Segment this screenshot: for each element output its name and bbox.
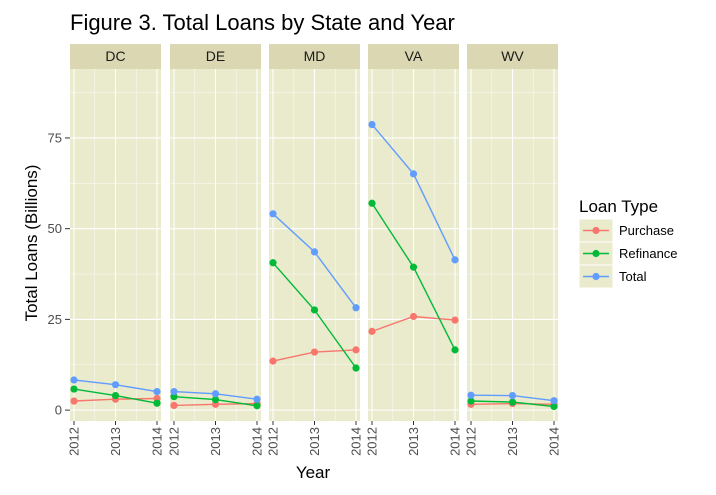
- data-point-total: [368, 120, 376, 129]
- y-tick-label: 75: [48, 130, 62, 145]
- x-tick-label: 2013: [108, 427, 123, 456]
- legend-item-total: Total: [578, 264, 647, 289]
- facet-strip-label: DE: [206, 48, 225, 64]
- data-point-total: [153, 388, 161, 396]
- data-point-total: [170, 388, 178, 396]
- data-point-total: [467, 391, 475, 399]
- legend-key-point: [592, 249, 600, 258]
- data-point-total: [550, 397, 558, 405]
- data-point-total: [111, 381, 120, 389]
- data-point-refinance: [170, 393, 178, 401]
- facet-strip: [467, 44, 558, 69]
- facet-strip-label: VA: [405, 48, 423, 64]
- data-point-purchase: [409, 312, 418, 321]
- x-tick-label: 2013: [505, 427, 520, 456]
- x-tick-label: 2013: [208, 427, 223, 456]
- data-point-refinance: [310, 306, 319, 314]
- data-point-purchase: [451, 316, 459, 324]
- x-tick-label: 2012: [67, 427, 82, 456]
- data-point-purchase: [70, 397, 78, 405]
- facet-panel-va: VA 2012 2013 2014: [365, 44, 463, 456]
- data-point-refinance: [508, 398, 517, 406]
- data-point-refinance: [253, 402, 261, 410]
- data-point-total: [269, 210, 277, 218]
- data-point-total: [451, 256, 459, 264]
- data-point-refinance: [368, 199, 376, 207]
- y-axis-title: Total Loans (Billions): [22, 165, 41, 322]
- x-tick-label: 2014: [150, 427, 165, 456]
- data-point-refinance: [211, 395, 220, 404]
- facet-strip-label: WV: [501, 48, 524, 64]
- facet-strip: [170, 44, 261, 69]
- facet-panel-wv: WV 2012 2013 2014: [464, 44, 562, 456]
- y-tick-label: 25: [48, 312, 62, 327]
- data-point-refinance: [352, 364, 360, 372]
- data-point-purchase: [310, 348, 319, 356]
- x-tick-label: 2014: [547, 427, 562, 456]
- facet-strip-label: MD: [304, 48, 326, 64]
- x-tick-label: 2014: [448, 427, 463, 456]
- y-tick-label: 0: [55, 403, 62, 418]
- facet-strip-label: DC: [105, 48, 125, 64]
- legend: Loan Type Purchase Refinance Total: [578, 197, 678, 289]
- data-point-refinance: [153, 399, 161, 407]
- x-axis-title: Year: [296, 463, 331, 482]
- data-point-total: [211, 390, 220, 398]
- data-point-purchase: [269, 357, 277, 365]
- data-point-refinance: [269, 259, 277, 267]
- x-tick-label: 2012: [266, 427, 281, 456]
- legend-label: Total: [619, 269, 647, 284]
- x-tick-label: 2014: [349, 427, 364, 456]
- data-point-purchase: [170, 401, 178, 409]
- facet-panel-md: MD 2012 2013 2014: [266, 44, 364, 456]
- x-tick-label: 2012: [365, 427, 380, 456]
- legend-key-point: [592, 272, 600, 281]
- chart-title: Figure 3. Total Loans by State and Year: [70, 10, 455, 35]
- data-point-refinance: [409, 263, 418, 271]
- legend-key-point: [592, 226, 600, 235]
- data-point-total: [310, 248, 319, 256]
- data-point-total: [70, 376, 78, 384]
- data-point-purchase: [352, 346, 360, 354]
- facet-strip: [269, 44, 360, 69]
- legend-title: Loan Type: [579, 197, 658, 216]
- x-tick-label: 2013: [406, 427, 421, 456]
- data-point-total: [508, 391, 517, 400]
- y-tick-label: 50: [48, 221, 62, 236]
- legend-item-refinance: Refinance: [578, 241, 678, 266]
- data-point-refinance: [550, 402, 558, 411]
- facet-strip: [368, 44, 459, 69]
- legend-label: Refinance: [619, 246, 678, 261]
- facet-panel-dc: DC 2012 2013 2014: [67, 44, 165, 456]
- data-point-total: [409, 170, 418, 178]
- data-point-refinance: [451, 346, 459, 354]
- x-tick-label: 2014: [250, 427, 265, 456]
- x-tick-label: 2013: [307, 427, 322, 456]
- data-point-total: [253, 395, 261, 403]
- data-point-total: [352, 304, 360, 312]
- x-tick-label: 2012: [464, 427, 479, 456]
- data-point-refinance: [467, 397, 475, 405]
- data-point-purchase: [368, 327, 376, 335]
- data-point-refinance: [111, 391, 120, 400]
- data-point-refinance: [70, 385, 78, 393]
- legend-label: Purchase: [619, 223, 674, 238]
- facet-panel-de: DE 2012 2013 2014: [167, 44, 265, 456]
- facet-panels: 0 25 50 75 DC 2012 2013 2014 DE 2012 2013 2014 MD 201…: [48, 44, 562, 456]
- x-tick-label: 2012: [167, 427, 182, 456]
- legend-item-purchase: Purchase: [578, 218, 674, 243]
- facet-strip: [70, 44, 161, 69]
